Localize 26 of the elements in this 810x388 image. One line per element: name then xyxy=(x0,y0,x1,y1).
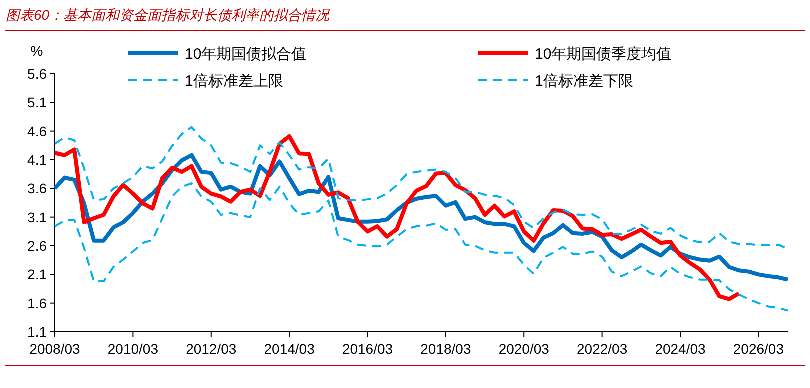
y-tick-label: 4.6 xyxy=(28,123,48,140)
x-tick-label: 2014/03 xyxy=(264,341,316,357)
x-tick-label: 2016/03 xyxy=(342,341,394,357)
legend-label: 10年期国债拟合值 xyxy=(185,46,307,63)
legend-label: 1倍标准差上限 xyxy=(185,73,284,90)
y-tick-label: 2.6 xyxy=(28,238,48,254)
y-tick-label: 3.1 xyxy=(28,209,48,226)
legend-label: 1倍标准差下限 xyxy=(535,73,634,90)
y-tick-label: 4.1 xyxy=(28,152,48,168)
x-tick-label: 2008/03 xyxy=(30,341,81,357)
y-tick-label: 2.1 xyxy=(28,266,48,283)
y-tick-label: 5.1 xyxy=(28,94,48,111)
x-tick-label: 2010/03 xyxy=(108,341,159,357)
title: 图表60：基本面和资金面指标对长债利率的拟合情况 xyxy=(6,7,330,23)
y-tick-label: 1.6 xyxy=(28,295,48,312)
x-tick-label: 2018/03 xyxy=(420,341,472,357)
x-tick-label: 2020/03 xyxy=(498,341,550,357)
y-axis-title: % xyxy=(30,43,44,59)
y-tick-label: 1.1 xyxy=(28,324,48,340)
x-tick-label: 2026/03 xyxy=(733,341,784,357)
x-tick-label: 2024/03 xyxy=(655,341,706,357)
y-tick-label: 5.6 xyxy=(28,66,48,82)
x-tick-label: 2022/03 xyxy=(577,341,628,357)
y-tick-label: 3.6 xyxy=(28,180,48,197)
legend-label: 10年期国债季度均值 xyxy=(535,46,672,63)
x-tick-label: 2012/03 xyxy=(186,341,237,357)
